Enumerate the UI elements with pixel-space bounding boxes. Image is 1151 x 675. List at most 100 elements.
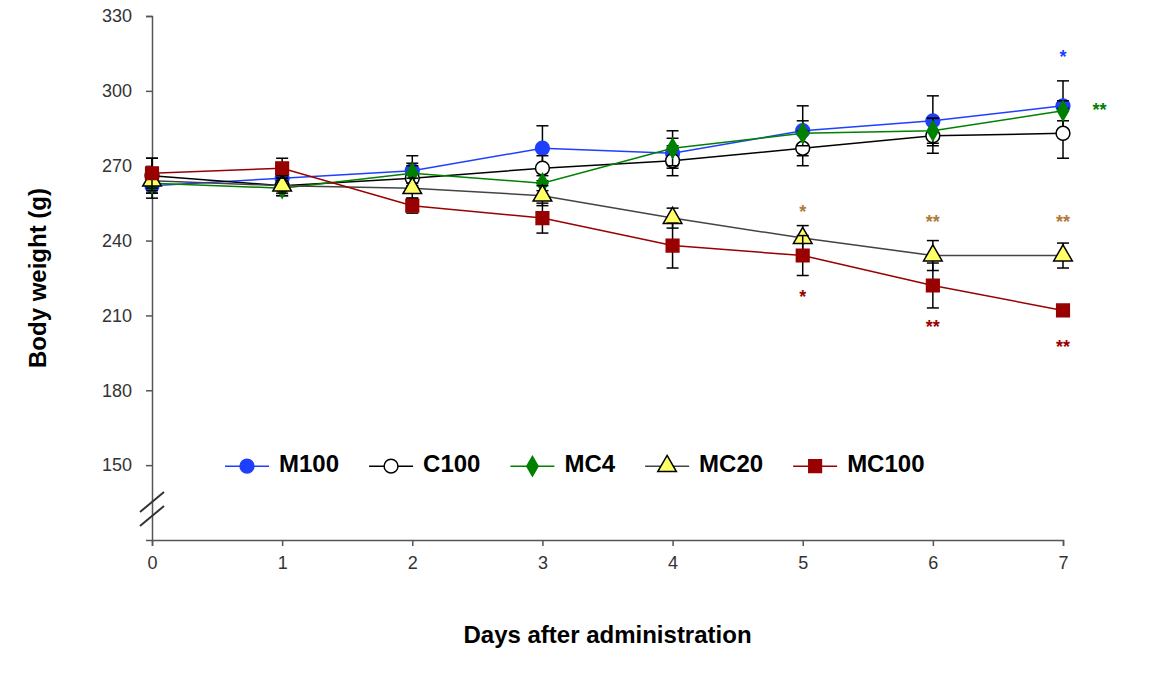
x-tick: 0: [147, 540, 157, 573]
x-tick-label: 3: [538, 553, 548, 573]
x-tick: 4: [668, 540, 678, 573]
x-tick-label: 5: [798, 553, 808, 573]
significance-mark: *: [799, 287, 806, 307]
y-tick-label: 210: [102, 306, 132, 326]
legend-marker: [384, 459, 398, 473]
x-tick-mark: [542, 540, 544, 546]
legend-label: M100: [279, 450, 339, 477]
significance-mark: **: [1056, 337, 1070, 357]
legend-label: C100: [423, 450, 480, 477]
error-bar-cap: [927, 262, 939, 264]
series: [143, 170, 1073, 271]
y-tick: 180: [102, 381, 152, 401]
y-tick-mark: [146, 390, 152, 392]
error-bar-cap: [927, 118, 939, 120]
data-point: [1054, 245, 1073, 261]
legend-item: C100: [369, 450, 480, 477]
series: [146, 158, 1070, 317]
error-bar-cap: [1057, 157, 1069, 159]
error-bar-cap: [276, 177, 288, 179]
x-tick-mark: [802, 540, 804, 546]
x-tick-label: 7: [1058, 553, 1068, 573]
significance-mark: *: [799, 202, 806, 222]
significance-mark: **: [1056, 212, 1070, 232]
y-tick: 150: [102, 455, 152, 475]
data-point: [663, 207, 682, 223]
x-tick-mark: [282, 540, 284, 546]
error-bar-cap: [667, 130, 679, 132]
x-tick: 5: [798, 540, 808, 573]
error-bar-cap: [536, 155, 548, 157]
x-tick-mark: [672, 540, 674, 546]
legend-item: MC20: [645, 450, 763, 477]
error-bar-cap: [927, 307, 939, 309]
error-bar-cap: [276, 192, 288, 194]
error-bar: [1057, 101, 1069, 121]
error-bar: [797, 236, 809, 276]
series-line: [152, 111, 1063, 188]
axis-break-slash: [140, 506, 164, 526]
error-bar: [927, 118, 939, 143]
error-bar-cap: [927, 152, 939, 154]
y-tick-label: 180: [102, 381, 132, 401]
significance-mark: **: [926, 317, 940, 337]
x-tick: 3: [538, 540, 548, 573]
error-bar-cap: [1057, 267, 1069, 269]
error-bar: [797, 106, 809, 156]
data-point: [797, 124, 808, 144]
y-tick: 330: [102, 6, 152, 26]
error-bar-cap: [1057, 80, 1069, 82]
series-line: [152, 133, 1063, 185]
x-tick-mark: [412, 540, 414, 546]
error-bar: [927, 118, 939, 153]
error-bar-cap: [667, 165, 679, 167]
error-bar-cap: [797, 165, 809, 167]
significance-mark: *: [1059, 47, 1066, 67]
y-tick-label: 150: [102, 455, 132, 475]
x-tick-mark: [1063, 540, 1065, 546]
error-bar: [406, 198, 418, 213]
error-bar-cap: [146, 187, 158, 189]
data-point: [1057, 304, 1070, 317]
y-axis-line: [146, 17, 153, 541]
data-point: [796, 249, 809, 262]
data-point: [533, 185, 552, 201]
y-tick-label: 300: [102, 81, 132, 101]
annotations: *************: [799, 47, 1106, 356]
x-tick-label: 2: [408, 553, 418, 573]
data-point: [276, 162, 289, 175]
plot-area: [143, 81, 1073, 317]
error-bar: [276, 158, 288, 178]
x-axis-line: [153, 541, 1064, 547]
error-bar-cap: [536, 232, 548, 234]
x-tick-label: 1: [278, 553, 288, 573]
error-bar-cap: [667, 175, 679, 177]
error-bar-cap: [667, 267, 679, 269]
y-tick-mark: [146, 16, 152, 18]
error-bar-cap: [146, 157, 158, 159]
y-tick-label: 270: [102, 156, 132, 176]
error-bar: [667, 131, 679, 166]
x-tick: 1: [278, 540, 288, 573]
legend-label: MC100: [847, 450, 924, 477]
error-bar: [927, 263, 939, 308]
data-point: [927, 279, 940, 292]
legend-marker: [240, 459, 254, 473]
data-point: [667, 138, 678, 158]
legend-item: M100: [225, 450, 339, 477]
error-bar: [667, 223, 679, 268]
y-tick: 240: [102, 231, 152, 251]
data-point: [146, 167, 159, 180]
significance-mark: **: [926, 212, 940, 232]
error-bar-cap: [276, 157, 288, 159]
legend-marker: [809, 460, 822, 473]
legend-item: MC4: [510, 450, 615, 477]
y-tick-label: 330: [102, 6, 132, 26]
error-bar: [536, 203, 548, 233]
series: [145, 108, 1070, 195]
error-bar-cap: [146, 157, 158, 159]
y-axis-title: Body weight (g): [24, 188, 51, 368]
x-tick-label: 4: [668, 553, 678, 573]
axis-break: [140, 492, 164, 526]
error-bar-cap: [797, 145, 809, 147]
